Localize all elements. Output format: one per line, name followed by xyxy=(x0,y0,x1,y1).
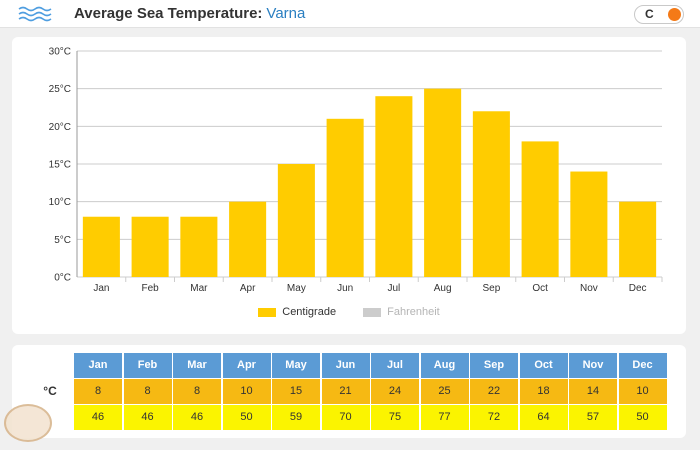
legend-label-fahrenheit: Fahrenheit xyxy=(387,306,440,318)
bar-jan xyxy=(82,216,120,277)
table-header-cell: Dec xyxy=(618,353,667,378)
fahrenheit-cell: 72 xyxy=(470,405,518,430)
fahrenheit-cell: 50 xyxy=(222,405,271,430)
page-title: Average Sea Temperature: Varna xyxy=(74,5,305,22)
table-header-cell: Feb xyxy=(123,353,172,378)
legend-swatch-centigrade xyxy=(258,307,277,317)
table-row-fahrenheit: 46 46 46 50 59 70 75 77 72 64 57 50 xyxy=(12,405,686,430)
table-header-cell: Jan xyxy=(74,353,122,378)
celsius-cell: 14 xyxy=(569,379,617,404)
fahrenheit-cell: 70 xyxy=(321,405,370,430)
table-header-cell: Oct xyxy=(519,353,568,378)
y-tick-label: 10°C xyxy=(49,197,71,208)
celsius-row-label: °C xyxy=(43,384,57,398)
celsius-cell: 8 xyxy=(173,379,221,404)
legend-swatch-fahrenheit xyxy=(363,307,382,317)
celsius-cell: 15 xyxy=(272,379,320,404)
chart-panel: 0°C 5°C 10°C 15°C 20°C 25°C 30°C Jan Feb Mar Apr Ma… xyxy=(12,37,686,334)
y-tick-label: 5°C xyxy=(54,235,71,246)
header-bar: Average Sea Temperature: Varna C xyxy=(0,0,700,28)
bar-feb xyxy=(131,216,169,277)
celsius-cell: 25 xyxy=(420,379,469,404)
x-tick-label: Sep xyxy=(482,283,500,294)
y-tick-label: 0°C xyxy=(54,273,71,284)
bar-mar xyxy=(180,216,218,277)
x-tick-label: Oct xyxy=(532,283,548,294)
table-header-cell: May xyxy=(272,353,320,378)
bar-chart: 0°C 5°C 10°C 15°C 20°C 25°C 30°C Jan Feb Mar Apr Ma… xyxy=(49,47,663,294)
celsius-cell: 21 xyxy=(321,379,370,404)
bar-jul xyxy=(375,96,413,277)
chart-legend: Centigrade Fahrenheit xyxy=(12,306,686,320)
legend-item-centigrade[interactable]: Centigrade xyxy=(258,306,336,318)
fahrenheit-cell: 46 xyxy=(74,405,122,430)
fahrenheit-cell: 46 xyxy=(123,405,172,430)
celsius-cell: 22 xyxy=(470,379,518,404)
celsius-cell: 10 xyxy=(618,379,667,404)
toggle-knob xyxy=(668,8,681,21)
unit-toggle[interactable]: C xyxy=(634,5,684,24)
celsius-cell: 10 xyxy=(222,379,271,404)
fahrenheit-cell: 50 xyxy=(618,405,667,430)
table-header-cell: Jun xyxy=(321,353,370,378)
fahrenheit-cell: 77 xyxy=(420,405,469,430)
celsius-cell: 8 xyxy=(74,379,122,404)
y-tick-label: 20°C xyxy=(49,122,71,133)
y-tick-label: 25°C xyxy=(49,84,71,95)
x-tick-label: Dec xyxy=(629,283,647,294)
table-header-cell: Nov xyxy=(569,353,617,378)
fahrenheit-cell: 46 xyxy=(173,405,221,430)
table-header-cell: Mar xyxy=(173,353,221,378)
waves-icon xyxy=(18,6,52,22)
bar-may xyxy=(277,164,315,277)
x-tick-label: Nov xyxy=(580,283,598,294)
y-tick-label: 15°C xyxy=(49,160,71,171)
bar-dec xyxy=(619,201,657,277)
celsius-cell: 24 xyxy=(371,379,419,404)
bar-oct xyxy=(521,141,559,277)
x-tick-label: Jan xyxy=(93,283,109,294)
x-tick-label: Mar xyxy=(190,283,208,294)
x-tick-label: Aug xyxy=(434,283,452,294)
watermark-logo xyxy=(4,404,52,442)
fahrenheit-cell: 59 xyxy=(272,405,320,430)
table-header-cell: Jul xyxy=(371,353,419,378)
x-tick-label: Apr xyxy=(240,283,256,294)
bar-sep xyxy=(472,111,510,278)
celsius-cell: 8 xyxy=(123,379,172,404)
bar-nov xyxy=(570,171,608,277)
table-header-cell: Sep xyxy=(470,353,518,378)
unit-toggle-label: C xyxy=(645,7,654,21)
city-name: Varna xyxy=(266,5,306,22)
fahrenheit-cell: 57 xyxy=(569,405,617,430)
x-tick-label: Feb xyxy=(142,283,160,294)
legend-label-centigrade: Centigrade xyxy=(282,306,337,318)
celsius-cell: 18 xyxy=(519,379,568,404)
fahrenheit-cell: 75 xyxy=(371,405,419,430)
table-header-row: Jan Feb Mar Apr May Jun Jul Aug Sep Oct Nov Dec xyxy=(12,353,686,378)
table-header-cell: Aug xyxy=(420,353,469,378)
bar-apr xyxy=(229,201,267,277)
x-tick-label: Jul xyxy=(387,283,400,294)
y-tick-label: 30°C xyxy=(49,47,71,58)
fahrenheit-cell: 64 xyxy=(519,405,568,430)
table-header-cell: Apr xyxy=(222,353,271,378)
title-text: Average Sea Temperature: xyxy=(74,5,263,22)
bar-jun xyxy=(326,118,364,277)
x-tick-label: May xyxy=(287,283,306,294)
x-tick-label: Jun xyxy=(337,283,353,294)
table-row-celsius: °C 8 8 8 10 15 21 24 25 22 18 14 10 xyxy=(12,379,686,404)
temperature-table-panel: Jan Feb Mar Apr May Jun Jul Aug Sep Oct Nov Dec °C … xyxy=(12,345,686,438)
bar-aug xyxy=(424,88,462,277)
legend-item-fahrenheit[interactable]: Fahrenheit xyxy=(363,306,440,318)
